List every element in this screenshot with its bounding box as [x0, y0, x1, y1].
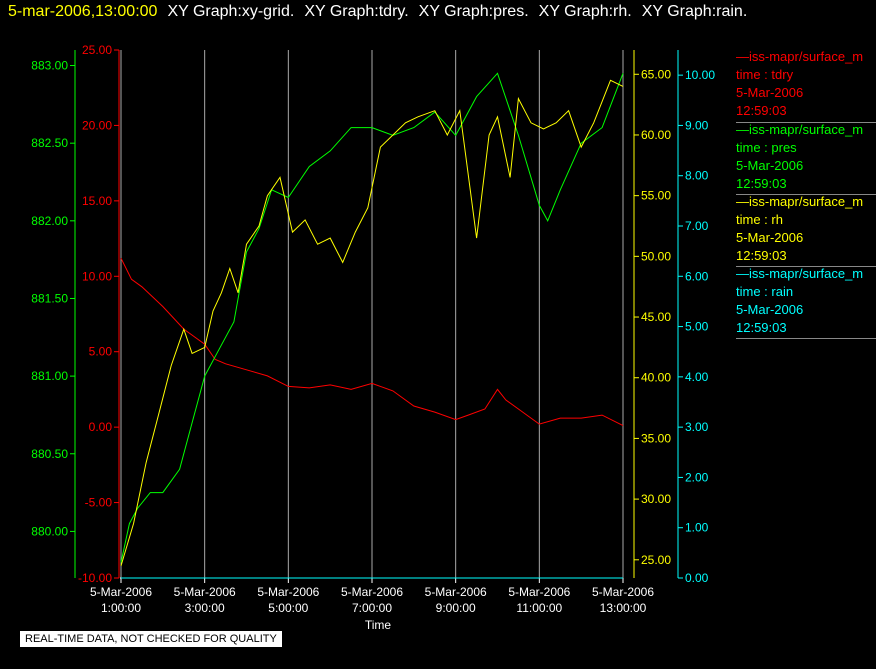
rh-tick-label: 60.00 [641, 128, 671, 142]
legend-separator [736, 338, 876, 339]
data-quality-notice: REAL-TIME DATA, NOT CHECKED FOR QUALITY [20, 631, 282, 647]
x-tick-label-time: 5:00:00 [268, 601, 308, 615]
tdry-tick-label: 10.00 [82, 269, 112, 283]
pres-tick-label: 882.00 [31, 214, 68, 228]
x-tick-label-time: 7:00:00 [352, 601, 392, 615]
legend-time: 12:59:03 [736, 248, 787, 263]
rain-tick-label: 3.00 [685, 420, 709, 434]
x-tick-label-date: 5-Mar-2006 [425, 585, 487, 599]
legend-entry-rh: —iss-mapr/surface_m time : rh 5-Mar-2006… [736, 193, 876, 265]
legend-date: 5-Mar-2006 [736, 158, 804, 173]
legend-date: 5-Mar-2006 [736, 230, 804, 245]
rain-tick-label: 10.00 [685, 68, 715, 82]
tdry-tick-label: 15.00 [82, 194, 112, 208]
tdry-tick-label: -10.00 [78, 571, 112, 585]
x-tick-label-date: 5-Mar-2006 [257, 585, 319, 599]
x-axis-label: Time [365, 618, 392, 632]
legend-field: time : rh [736, 212, 783, 227]
x-tick-label-time: 13:00:00 [600, 601, 647, 615]
legend-source: —iss-mapr/surface_m [736, 122, 864, 137]
graph-header: 5-mar-2006,13:00:00 XY Graph:xy-grid. XY G… [8, 3, 747, 21]
legend-time: 12:59:03 [736, 103, 787, 118]
pres-tick-label: 881.50 [31, 291, 68, 305]
x-tick-label-date: 5-Mar-2006 [592, 585, 654, 599]
rh-tick-label: 45.00 [641, 310, 671, 324]
rain-tick-label: 5.00 [685, 320, 709, 334]
pres-tick-label: 880.00 [31, 524, 68, 538]
rh-tick-label: 50.00 [641, 249, 671, 263]
legend-separator [736, 266, 876, 267]
x-tick-label-time: 3:00:00 [185, 601, 225, 615]
series-line-rh [120, 79, 624, 567]
legend-date: 5-Mar-2006 [736, 85, 804, 100]
legend-entry-pres: —iss-mapr/surface_m time : pres 5-Mar-20… [736, 121, 876, 193]
rh-tick-label: 40.00 [641, 371, 671, 385]
legend-source: —iss-mapr/surface_m [736, 49, 864, 64]
header-graph-3: XY Graph:rh. [538, 3, 632, 20]
rh-tick-label: 55.00 [641, 189, 671, 203]
legend-entry-tdry: —iss-mapr/surface_m time : tdry 5-Mar-20… [736, 48, 876, 120]
rh-tick-label: 25.00 [641, 553, 671, 567]
legend-field: time : pres [736, 140, 797, 155]
pres-tick-label: 882.50 [31, 136, 68, 150]
tdry-tick-label: -5.00 [85, 496, 113, 510]
x-tick-label-date: 5-Mar-2006 [508, 585, 570, 599]
header-graph-0: XY Graph:xy-grid. [167, 3, 295, 20]
tdry-tick-label: 5.00 [89, 345, 113, 359]
rain-tick-label: 1.00 [685, 521, 709, 535]
tdry-tick-label: 25.00 [82, 43, 112, 57]
x-tick-label-time: 1:00:00 [101, 601, 141, 615]
x-tick-label-date: 5-Mar-2006 [90, 585, 152, 599]
rain-tick-label: 9.00 [685, 118, 709, 132]
rh-tick-label: 35.00 [641, 431, 671, 445]
rh-tick-label: 30.00 [641, 492, 671, 506]
pres-tick-label: 880.50 [31, 447, 68, 461]
header-graph-4: XY Graph:rain. [641, 3, 748, 20]
pres-tick-label: 883.00 [31, 59, 68, 73]
header-graph-1: XY Graph:tdry. [304, 3, 409, 20]
rain-tick-label: 6.00 [685, 269, 709, 283]
header-timestamp: 5-mar-2006,13:00:00 [8, 3, 158, 20]
legend-source: —iss-mapr/surface_m [736, 266, 864, 281]
x-tick-label-date: 5-Mar-2006 [341, 585, 403, 599]
tdry-tick-label: 20.00 [82, 118, 112, 132]
series-line-tdry [120, 257, 624, 427]
pres-tick-label: 881.00 [31, 369, 68, 383]
tdry-tick-label: 0.00 [89, 420, 113, 434]
rain-tick-label: 4.00 [685, 370, 709, 384]
legend-separator [736, 194, 876, 195]
legend-field: time : rain [736, 284, 794, 299]
legend-field: time : tdry [736, 67, 794, 82]
rain-tick-label: 2.00 [685, 470, 709, 484]
rain-tick-label: 8.00 [685, 169, 709, 183]
legend-separator [736, 122, 876, 123]
header-graph-2: XY Graph:pres. [418, 3, 529, 20]
x-tick-label-time: 9:00:00 [436, 601, 476, 615]
legend-entry-rain: —iss-mapr/surface_m time : rain 5-Mar-20… [736, 265, 876, 337]
x-tick-label-date: 5-Mar-2006 [174, 585, 236, 599]
rh-tick-label: 65.00 [641, 67, 671, 81]
legend-time: 12:59:03 [736, 320, 787, 335]
legend-time: 12:59:03 [736, 176, 787, 191]
rain-tick-label: 0.00 [685, 571, 709, 585]
legend-source: —iss-mapr/surface_m [736, 194, 864, 209]
legend-date: 5-Mar-2006 [736, 302, 804, 317]
series-line-pres [120, 72, 624, 563]
rain-tick-label: 7.00 [685, 219, 709, 233]
x-tick-label-time: 11:00:00 [516, 601, 562, 615]
